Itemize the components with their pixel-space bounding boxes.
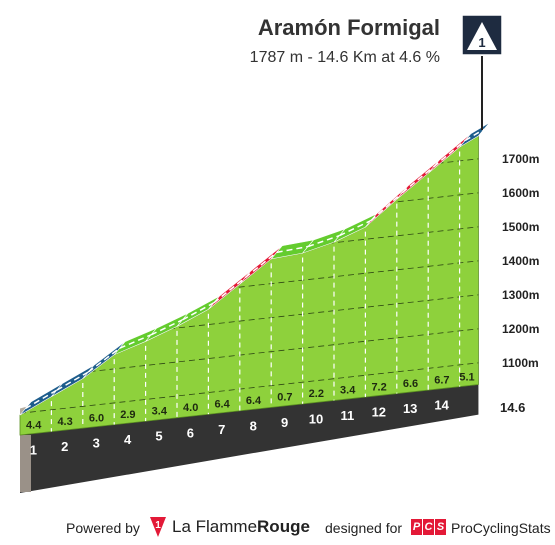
altitude-tick-label: 1200m bbox=[502, 322, 539, 336]
km-marker-label: 13 bbox=[403, 401, 417, 416]
segment-gradient-label: 3.4 bbox=[152, 405, 168, 417]
segment-gradient-label: 6.7 bbox=[434, 374, 449, 386]
km-marker-label: 5 bbox=[155, 429, 162, 444]
segment-gradient-label: 4.0 bbox=[183, 402, 198, 414]
altitude-tick-label: 1500m bbox=[502, 220, 539, 234]
km-marker-label: 9 bbox=[281, 415, 288, 430]
climb-profile-chart: 1100m 1200m 1300m 1400m 1500m 1600m 1700m 14.6 1… bbox=[19, 14, 539, 493]
altitude-tick-label: 1700m bbox=[502, 152, 539, 166]
segment-gradient-label: 4.3 bbox=[57, 416, 72, 428]
ridge-centerline bbox=[464, 128, 485, 142]
category-number: 1 bbox=[478, 35, 485, 50]
segment-gradient-label: 7.2 bbox=[371, 381, 386, 393]
altitude-tick-label: 1100m bbox=[502, 356, 539, 370]
designed-for-label: designed for bbox=[325, 520, 403, 536]
km-base-strip bbox=[20, 384, 479, 493]
flamme-word-b: Rouge bbox=[257, 517, 310, 536]
powered-by-label: Powered by bbox=[66, 520, 140, 536]
segment-gradient-label: 2.9 bbox=[120, 409, 135, 421]
ridge-centerline bbox=[370, 192, 403, 222]
pcs-letter-p: P bbox=[411, 519, 422, 535]
segment-gradient-label: 6.0 bbox=[89, 412, 104, 424]
segment-gradient-label: 4.4 bbox=[26, 419, 42, 431]
segment-gradient-label: 0.7 bbox=[277, 392, 292, 404]
footer: Powered by 1 La FlammeRouge designed for… bbox=[0, 512, 555, 542]
km-marker-label: 10 bbox=[309, 411, 323, 426]
km-marker-label: 6 bbox=[187, 425, 194, 440]
segment-gradient-label: 3.4 bbox=[340, 385, 356, 397]
pcs-letter-c: C bbox=[423, 519, 434, 535]
ridge-centerline bbox=[150, 319, 183, 336]
end-distance-label: 14.6 bbox=[500, 400, 525, 415]
km-marker-label: 7 bbox=[218, 422, 225, 437]
altitude-gridline bbox=[20, 259, 479, 312]
altitude-tick-label: 1400m bbox=[502, 254, 539, 268]
profile-left-base-face bbox=[20, 435, 31, 492]
km-marker-label: 1 bbox=[30, 443, 37, 458]
km-marker-label: 3 bbox=[93, 436, 100, 451]
segment-gradient-label: 2.2 bbox=[309, 388, 324, 400]
ridge-centerline bbox=[119, 334, 152, 349]
km-marker-label: 8 bbox=[250, 418, 257, 433]
flamme-badge-number: 1 bbox=[155, 520, 161, 531]
ridge-centerline bbox=[433, 139, 466, 168]
ridge-centerline bbox=[56, 371, 89, 391]
segment-gradient-label: 6.4 bbox=[246, 395, 262, 407]
ridge-centerline bbox=[244, 251, 278, 279]
ridge-centerline bbox=[213, 276, 246, 304]
ridge-centerline bbox=[182, 302, 215, 321]
ridge-centerline bbox=[401, 166, 435, 194]
altitude-gridline bbox=[20, 293, 479, 346]
pcs-letter-s: S bbox=[435, 519, 446, 535]
ridge-centerline bbox=[87, 347, 121, 373]
km-marker-label: 14 bbox=[434, 398, 449, 413]
km-marker-label: 4 bbox=[124, 432, 132, 447]
segment-gradient-label: 5.1 bbox=[459, 372, 474, 384]
segment-gradient-label: 6.4 bbox=[214, 399, 230, 411]
altitude-tick-label: 1600m bbox=[502, 186, 539, 200]
profile-wall bbox=[19, 135, 479, 436]
segment-gradient-label: 6.6 bbox=[403, 378, 418, 390]
category-flag-icon: 1 bbox=[461, 14, 503, 130]
km-marker-label: 2 bbox=[61, 439, 68, 454]
altitude-gridline bbox=[20, 327, 479, 380]
km-marker-label: 12 bbox=[372, 405, 386, 420]
climb-summary: 1787 m - 14.6 Km at 4.6 % bbox=[250, 49, 440, 66]
climb-title: Aramón Formigal bbox=[258, 15, 440, 40]
ridge-centerline bbox=[339, 219, 372, 237]
flamme-rouge-wordmark: La FlammeRouge bbox=[172, 517, 310, 537]
flamme-word-a: La Flamme bbox=[172, 517, 258, 536]
km-marker-label: 11 bbox=[341, 408, 355, 423]
ridge-centerline bbox=[276, 245, 309, 254]
altitude-gridline bbox=[20, 361, 479, 414]
ridge-centerline bbox=[25, 389, 58, 410]
pcs-name: ProCyclingStats bbox=[451, 520, 551, 536]
flamme-rouge-logo-icon: 1 bbox=[150, 517, 166, 537]
ridge-centerline bbox=[307, 234, 340, 248]
altitude-tick-label: 1300m bbox=[502, 288, 539, 302]
